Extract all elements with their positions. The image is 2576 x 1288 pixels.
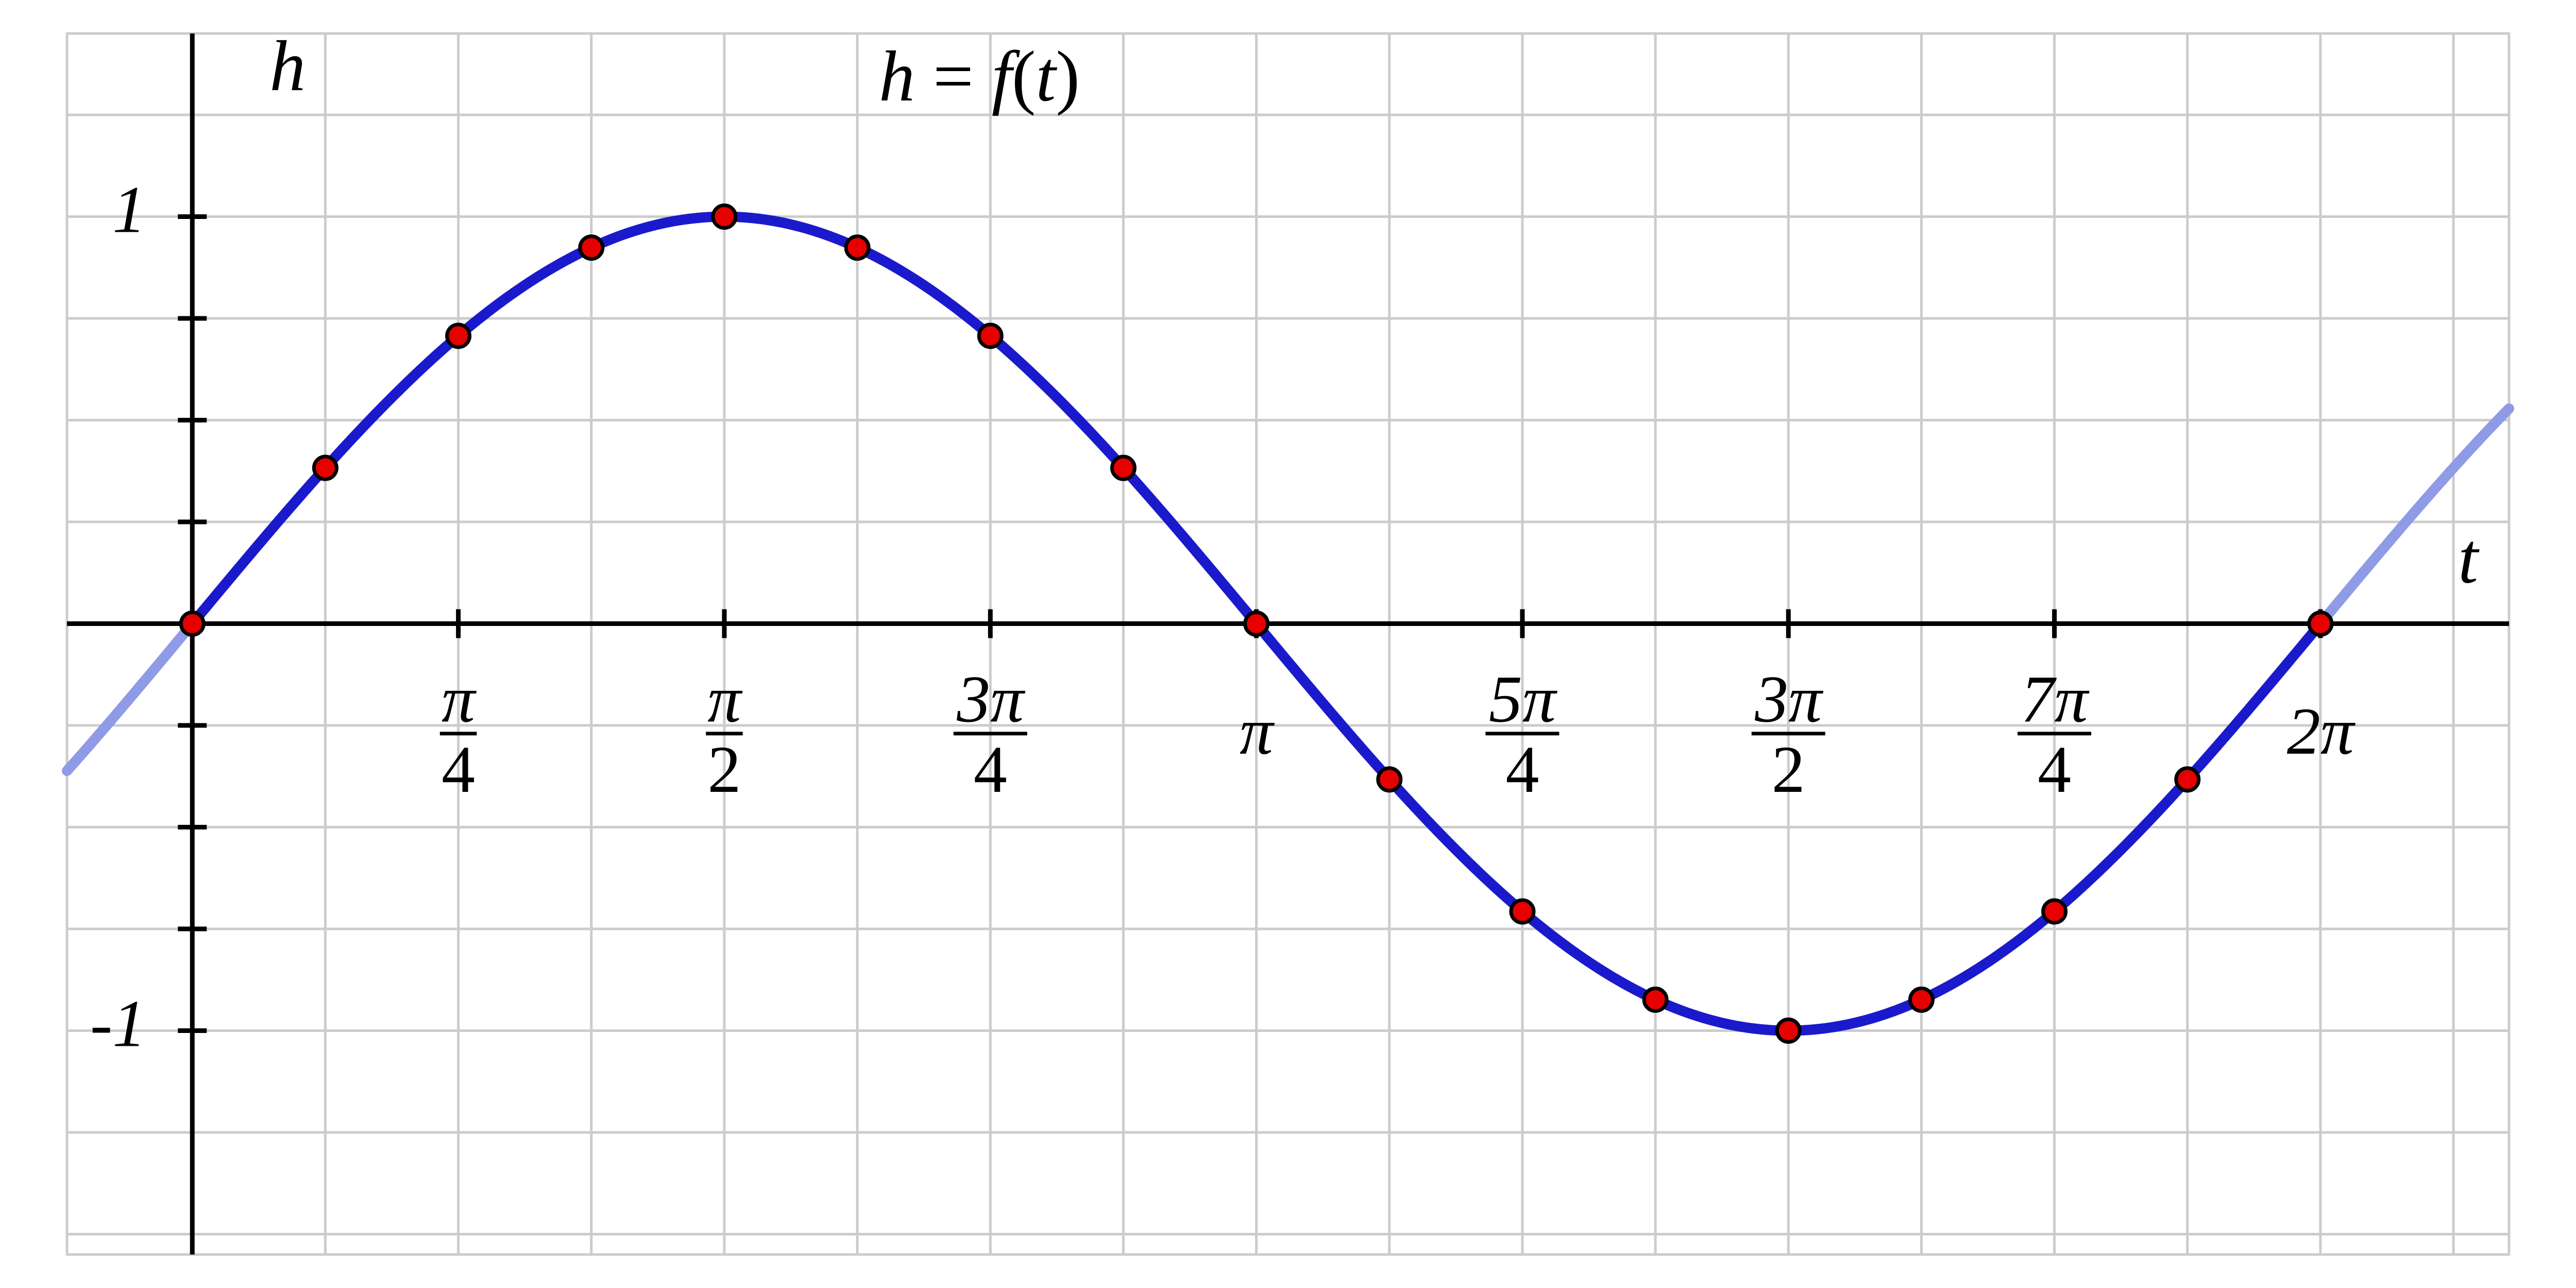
data-point — [2043, 900, 2066, 923]
data-point — [580, 236, 603, 259]
svg-text:π: π — [442, 663, 477, 737]
svg-text:4: 4 — [2038, 733, 2071, 807]
x-axis-label: t — [2458, 519, 2480, 599]
svg-text:2: 2 — [707, 733, 741, 807]
chart-background — [0, 0, 2576, 1288]
data-point — [314, 456, 336, 479]
curve-label: h = f(t) — [879, 37, 1080, 116]
data-point — [181, 613, 204, 635]
sine-chart: π4π23π4π5π43π27π42π1-1hth = f(t) — [0, 0, 2576, 1288]
data-point — [1245, 613, 1268, 635]
svg-text:π: π — [707, 663, 743, 737]
data-point — [846, 236, 869, 259]
data-point — [447, 325, 470, 347]
svg-text:2: 2 — [1772, 733, 1805, 807]
data-point — [2176, 768, 2199, 791]
svg-text:7π: 7π — [2021, 663, 2090, 737]
svg-text:4: 4 — [1505, 733, 1539, 807]
y-tick-label: 1 — [112, 173, 146, 247]
data-point — [1910, 988, 1933, 1011]
y-tick-label: -1 — [90, 987, 146, 1061]
data-point — [2309, 613, 2332, 635]
data-point — [1777, 1020, 1800, 1042]
data-point — [1378, 768, 1401, 791]
x-tick-label: π4 — [440, 663, 477, 807]
svg-text:4: 4 — [442, 733, 475, 807]
chart-svg: π4π23π4π5π43π27π42π1-1hth = f(t) — [0, 0, 2576, 1288]
data-point — [1511, 900, 1534, 923]
x-tick-label: 2π — [2287, 694, 2356, 769]
data-point — [713, 206, 736, 228]
svg-text:4: 4 — [974, 733, 1007, 807]
svg-text:3π: 3π — [1754, 663, 1824, 737]
svg-text:h = f(t): h = f(t) — [879, 37, 1080, 116]
x-tick-label: π2 — [706, 663, 743, 807]
y-axis-label: h — [269, 26, 306, 106]
data-point — [1112, 456, 1134, 479]
svg-text:3π: 3π — [956, 663, 1026, 737]
x-tick-label: π — [1240, 694, 1275, 769]
data-point — [1644, 988, 1667, 1011]
data-point — [979, 325, 1002, 347]
svg-text:5π: 5π — [1489, 663, 1558, 737]
